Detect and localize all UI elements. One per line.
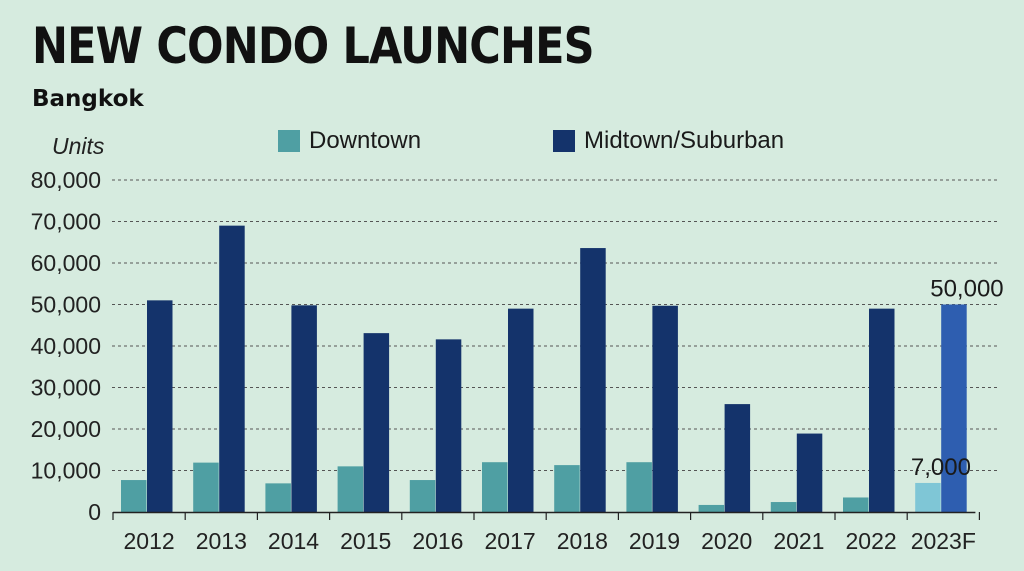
bars — [121, 225, 967, 512]
bar-midtown-suburban-2020 — [724, 404, 751, 512]
bar-midtown-suburban-2012 — [147, 300, 173, 512]
bar-downtown-2017 — [482, 462, 508, 512]
bar-downtown-2013 — [193, 462, 219, 512]
y-tick-label: 60,000 — [31, 250, 101, 276]
y-tick-label: 20,000 — [31, 416, 101, 442]
x-tick-label-2015: 2015 — [340, 528, 391, 554]
legend-label-downtown: Downtown — [309, 127, 422, 154]
y-axis-unit-label: Units — [52, 133, 105, 159]
bar-midtown-suburban-2023f — [941, 304, 967, 512]
y-axis-ticks: 0 10,000 20,000 30,000 40,000 50,000 60,000 70,… — [31, 167, 101, 525]
bar-downtown-2019 — [626, 462, 652, 512]
legend-item-midtown-suburban: Midtown/Suburban — [553, 126, 784, 156]
legend-item-downtown: Downtown — [278, 126, 421, 156]
x-tick-label-2022: 2022 — [846, 528, 897, 554]
bar-downtown-2021 — [770, 502, 797, 512]
bar-downtown-2018 — [554, 465, 580, 512]
legend-swatch-midtown-suburban — [553, 130, 575, 152]
x-tick-label-2018: 2018 — [557, 528, 608, 554]
data-label-midtown-suburban-2023f: 50,000 — [930, 276, 1003, 303]
chart-subtitle: Bangkok — [32, 86, 144, 112]
x-tick-label-2023f: 2023F — [911, 528, 976, 554]
data-label-downtown-2023f: 7,000 — [911, 454, 971, 481]
bar-downtown-2014 — [265, 483, 291, 512]
x-tick-label-2014: 2014 — [268, 528, 319, 554]
y-tick-label: 40,000 — [31, 333, 101, 359]
x-tick-label-2012: 2012 — [124, 528, 175, 554]
x-tick-label-2016: 2016 — [412, 528, 463, 554]
bar-midtown-suburban-2014 — [291, 305, 317, 512]
bar-midtown-suburban-2017 — [508, 308, 534, 512]
bar-midtown-suburban-2021 — [796, 433, 823, 512]
bar-downtown-2023f — [915, 482, 941, 512]
y-tick-label: 30,000 — [31, 375, 101, 401]
x-tick-label-2013: 2013 — [196, 528, 247, 554]
bar-midtown-suburban-2018 — [580, 248, 606, 512]
bar-downtown-2012 — [121, 480, 147, 512]
bar-midtown-suburban-2013 — [219, 225, 245, 512]
y-tick-label: 80,000 — [31, 167, 101, 193]
bar-midtown-suburban-2015 — [363, 333, 390, 512]
bar-downtown-2022 — [843, 497, 869, 512]
bar-midtown-suburban-2016 — [435, 339, 462, 512]
gridlines — [112, 179, 1000, 471]
bar-midtown-suburban-2022 — [869, 308, 895, 512]
y-tick-label: 70,000 — [31, 209, 101, 235]
bar-downtown-2020 — [698, 504, 725, 512]
legend-label-midtown-suburban: Midtown/Suburban — [584, 127, 785, 154]
x-tick-label-2020: 2020 — [701, 528, 752, 554]
x-axis-ticks: 2012 2013 2014 2015 2016 2017 2018 2019 2020 2021… — [112, 512, 981, 554]
legend-swatch-downtown — [278, 130, 300, 152]
x-tick-label-2021: 2021 — [773, 528, 824, 554]
chart-title: NEW CONDO LAUNCHES — [32, 17, 595, 75]
bar-midtown-suburban-2019 — [652, 305, 678, 512]
bar-downtown-2015 — [337, 466, 364, 512]
data-labels: 7,000 50,000 — [911, 276, 1004, 481]
y-tick-label: 10,000 — [31, 458, 101, 484]
y-tick-label: 50,000 — [31, 292, 101, 318]
y-tick-label: 0 — [88, 499, 101, 525]
bar-downtown-2016 — [409, 480, 436, 512]
x-tick-label-2019: 2019 — [629, 528, 680, 554]
x-tick-label-2017: 2017 — [485, 528, 536, 554]
